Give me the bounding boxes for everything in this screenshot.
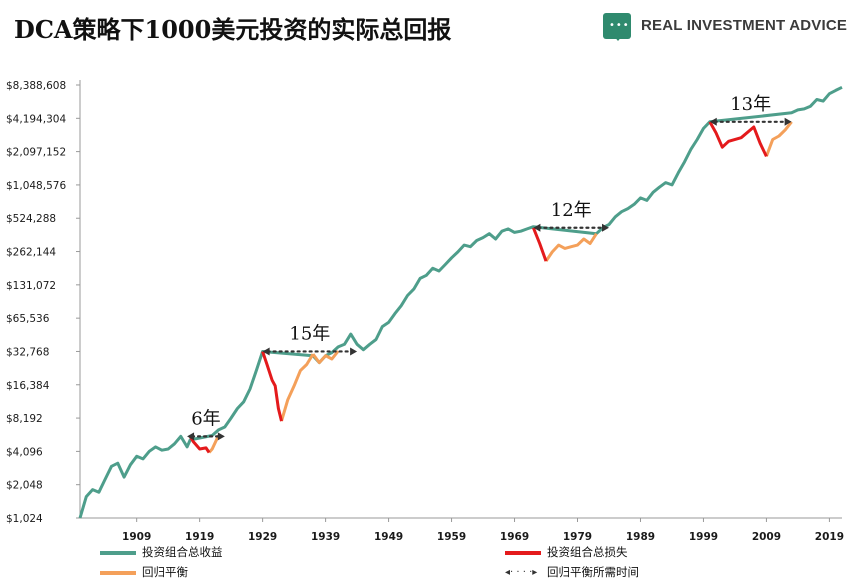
legend-label-loss: 投资组合总损失 (547, 545, 628, 559)
series-line-loss (532, 227, 548, 262)
series-line-recovery (544, 232, 598, 262)
legend-item-recovery: 回归平衡 (100, 564, 188, 580)
legend-item-loss: 投资组合总损失 (505, 544, 628, 560)
double-arrow-icon: ◂· · · ·▸ (505, 567, 538, 578)
legend-label-total: 投资组合总收益 (142, 545, 223, 559)
y-tick-label: $32,768 (6, 346, 49, 358)
recovery-duration-label: 12年 (551, 200, 592, 221)
recovery-duration-label: 15年 (289, 323, 330, 344)
chart-lines (78, 85, 843, 519)
arrowhead-right-icon (601, 223, 609, 232)
y-tick-label: $1,024 (6, 513, 43, 525)
legend-swatch-recovery (100, 570, 136, 575)
x-tick-label: 1909 (122, 531, 151, 543)
chart-title: DCA策略下1000美元投资的实际总回报 (14, 15, 452, 44)
x-tick-label: 1979 (563, 531, 592, 543)
recovery-duration-label: 6年 (191, 408, 220, 429)
y-tick-label: $8,388,608 (6, 80, 66, 92)
x-tick-label: 1919 (185, 531, 214, 543)
legend-label-recovery: 回归平衡 (142, 565, 188, 579)
arrowhead-left-icon (262, 347, 270, 356)
arrowhead-right-icon (350, 347, 358, 356)
x-tick-label: 1989 (626, 531, 655, 543)
brand-logo[interactable]: ••• REAL INVESTMENT ADVICE (603, 12, 853, 42)
x-tick-label: 1999 (689, 531, 718, 543)
y-tick-label: $65,536 (6, 313, 50, 325)
arrowhead-left-icon (709, 117, 717, 126)
y-tick-label: $16,384 (6, 380, 50, 392)
x-tick-label: 1939 (311, 531, 340, 543)
series-line-recovery (207, 434, 220, 454)
x-tick-label: 2019 (815, 531, 844, 543)
series-line-loss (261, 351, 283, 422)
y-tick-label: $524,288 (6, 213, 56, 225)
series-line-recovery (280, 353, 315, 422)
brand-name: REAL INVESTMENT ADVICE (641, 17, 848, 34)
legend-swatch-total (100, 550, 136, 555)
arrowhead-left-icon (187, 432, 195, 441)
y-tick-label: $4,096 (6, 446, 43, 458)
x-tick-label: 1969 (500, 531, 529, 543)
arrowhead-right-icon (784, 117, 792, 126)
x-tick-label: 1959 (437, 531, 466, 543)
y-tick-label: $1,048,576 (6, 180, 66, 192)
series-line-recovery (764, 120, 793, 157)
series-line-recovery (311, 350, 340, 365)
arrowhead-right-icon (217, 432, 225, 441)
y-tick-label: $131,072 (6, 280, 56, 292)
y-tick-label: $4,194,304 (6, 113, 66, 125)
legend-swatch-loss (505, 550, 541, 555)
y-tick-label: $2,097,152 (6, 147, 66, 159)
recovery-duration-label: 13年 (730, 94, 771, 115)
y-tick-label: $262,144 (6, 247, 56, 259)
series-line-loss (708, 121, 768, 158)
recovery-arrows: 6年 15年 12年 13年 (187, 94, 792, 441)
x-tick-label: 1929 (248, 531, 277, 543)
x-tick-label: 1949 (374, 531, 403, 543)
x-tick-label: 2009 (752, 531, 781, 543)
legend-item-duration: ◂· · · ·▸ 回归平衡所需时间 (505, 564, 639, 580)
legend-item-total: 投资组合总收益 (100, 544, 223, 560)
series-line-loss (188, 435, 211, 454)
chart-axes: $1,024 $2,048 $4,096 $8,192 $16,384 $32,768 $6… (6, 80, 844, 543)
arrowhead-left-icon (533, 223, 541, 232)
y-tick-label: $2,048 (6, 480, 43, 492)
series-line-total (78, 85, 843, 519)
y-tick-label: $8,192 (6, 413, 43, 425)
speech-bubble-icon: ••• (603, 13, 631, 41)
legend-label-duration: 回归平衡所需时间 (547, 565, 639, 579)
